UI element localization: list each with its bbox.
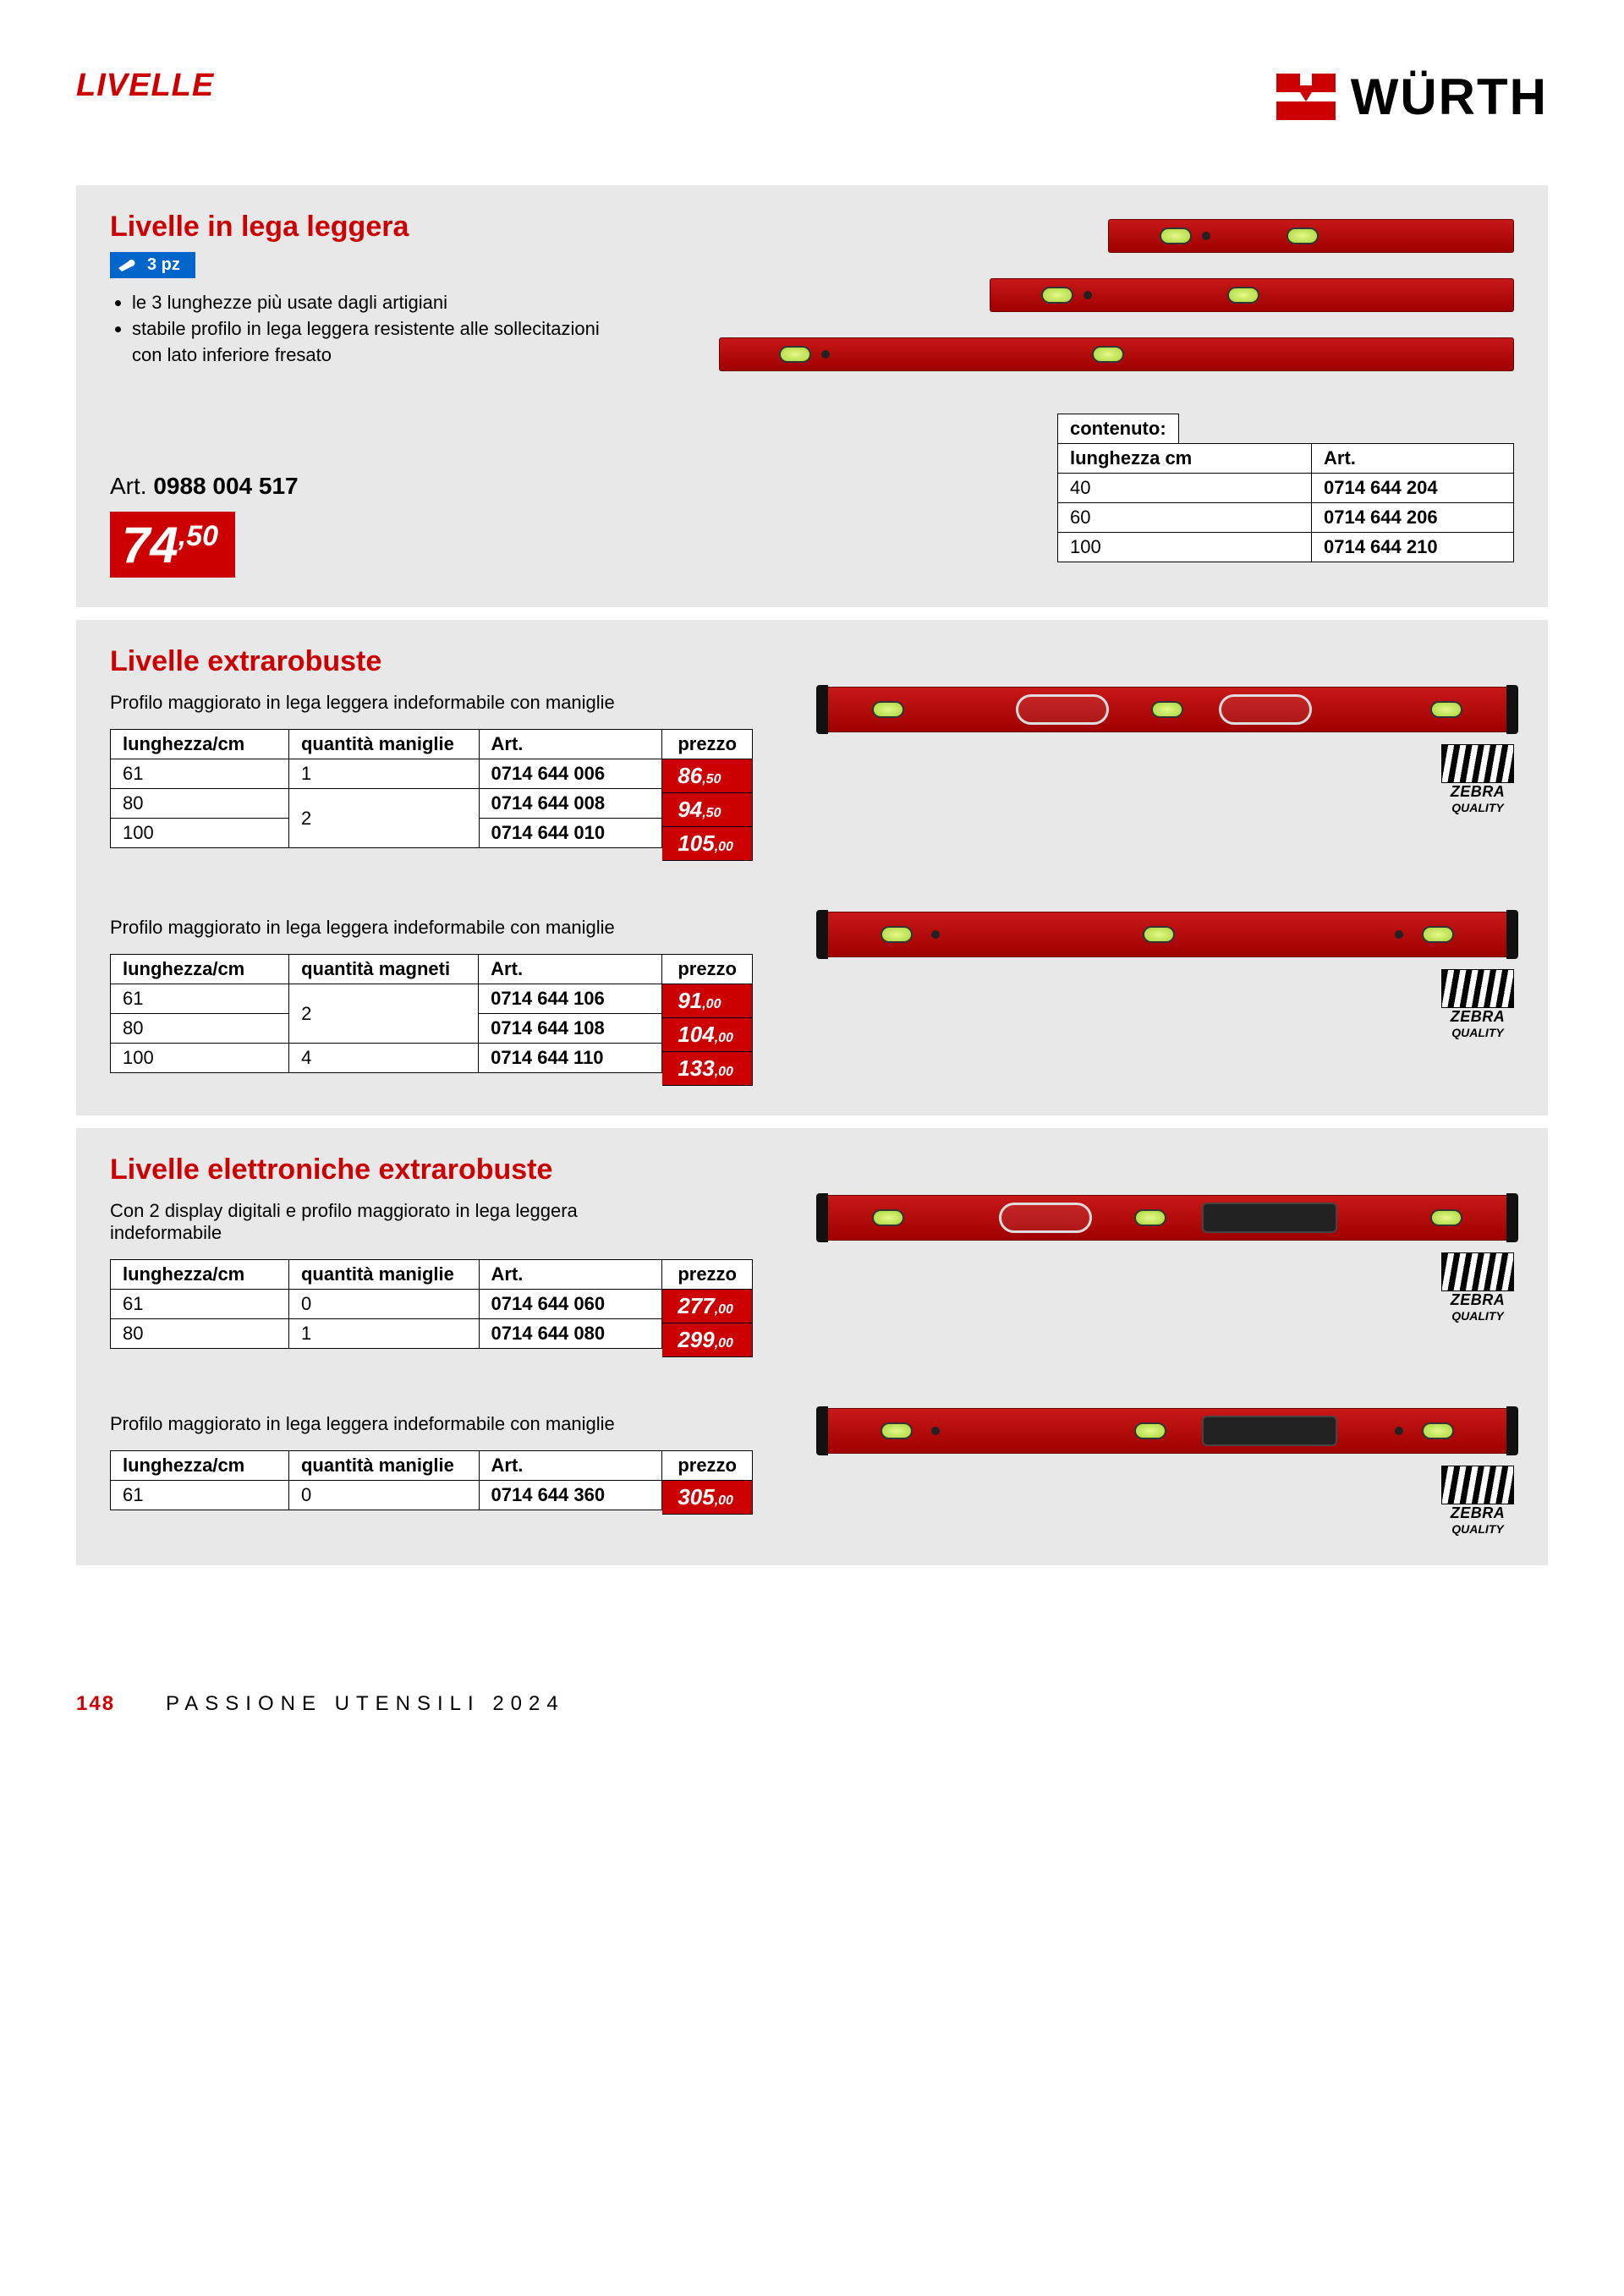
- brand-name: WÜRTH: [1351, 68, 1548, 126]
- sec2-tableA: lunghezza/cm quantità maniglie Art. 6110…: [110, 729, 753, 861]
- sec2-desc2: Profilo maggiorato in lega leggera indef…: [110, 917, 753, 939]
- level-extrarobust: [820, 687, 1514, 732]
- section-lega-leggera: Livelle in lega leggera 3 pz le 3 lunghe…: [76, 185, 1548, 607]
- level-electronic: [820, 1195, 1514, 1241]
- article-number: 0988 004 517: [153, 473, 298, 499]
- level-medium: [990, 278, 1514, 312]
- category-title: LIVELLE: [76, 68, 214, 104]
- wurth-logo-icon: [1276, 74, 1336, 120]
- bullet: le 3 lunghezze più usate dagli artigiani: [132, 290, 634, 316]
- sec3-desc2: Profilo maggiorato in lega leggera indef…: [110, 1413, 753, 1435]
- wrench-icon: [117, 258, 139, 273]
- page-header: LIVELLE WÜRTH: [76, 68, 1548, 126]
- pieces-badge: 3 pz: [110, 252, 195, 278]
- levels-illustration: [702, 211, 1514, 371]
- sec2-desc: Profilo maggiorato in lega leggera indef…: [110, 692, 753, 714]
- content-table: contenuto: lunghezza cm Art. 400714 644 …: [1057, 414, 1514, 562]
- zebra-badge: ZEBRA QUALITY: [1441, 969, 1514, 1039]
- level-long: [719, 337, 1514, 371]
- zebra-badge: ZEBRA QUALITY: [1441, 1466, 1514, 1536]
- content-caption: contenuto:: [1057, 414, 1179, 443]
- sec2-tableB: lunghezza/cm quantità magneti Art. 61207…: [110, 954, 753, 1086]
- level-short: [1108, 219, 1514, 253]
- section-extrarobuste: Livelle extrarobuste Profilo maggiorato …: [76, 620, 1548, 1115]
- sec1-bullets: le 3 lunghezze più usate dagli artigiani…: [110, 290, 634, 368]
- brand-logo: WÜRTH: [1276, 68, 1548, 126]
- page-number: 148: [76, 1692, 115, 1716]
- level-electronic2: [820, 1408, 1514, 1454]
- sec3-desc: Con 2 display digitali e profilo maggior…: [110, 1200, 584, 1244]
- page-footer: 148 PASSIONE UTENSILI 2024: [76, 1692, 1548, 1716]
- sec3-tableB: lunghezza/cm quantità maniglie Art. 6100…: [110, 1450, 753, 1515]
- bullet: stabile profilo in lega leggera resisten…: [132, 316, 634, 369]
- th: lunghezza cm: [1058, 444, 1312, 474]
- zebra-badge: ZEBRA QUALITY: [1441, 744, 1514, 814]
- sec1-title: Livelle in lega leggera: [110, 211, 651, 244]
- sec3-tableA: lunghezza/cm quantità maniglie Art. 6100…: [110, 1259, 753, 1357]
- price-box: 74,50: [110, 512, 235, 578]
- badge-text: 3 pz: [147, 255, 180, 275]
- zebra-badge: ZEBRA QUALITY: [1441, 1252, 1514, 1323]
- level-magnet: [820, 912, 1514, 957]
- sec2-title: Livelle extrarobuste: [110, 645, 1514, 678]
- article-line: Art. 0988 004 517: [110, 473, 299, 500]
- sec3-title: Livelle elettroniche extrarobuste: [110, 1153, 1514, 1186]
- footer-text: PASSIONE UTENSILI 2024: [166, 1692, 565, 1716]
- th: Art.: [1312, 444, 1514, 474]
- section-elettroniche: Livelle elettroniche extrarobuste Con 2 …: [76, 1128, 1548, 1565]
